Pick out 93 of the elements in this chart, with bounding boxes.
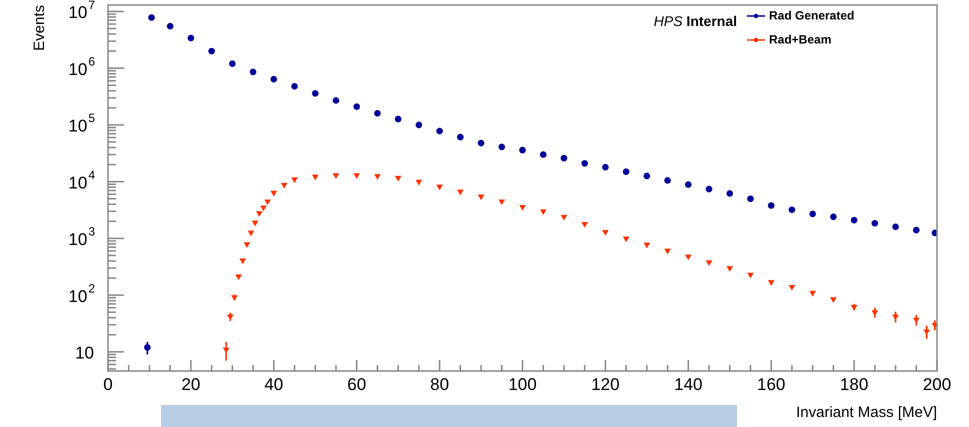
point xyxy=(664,177,671,184)
point xyxy=(208,48,215,54)
point xyxy=(768,280,774,286)
point xyxy=(312,90,319,97)
point xyxy=(498,199,505,205)
point xyxy=(416,122,422,128)
point xyxy=(354,173,360,178)
point xyxy=(850,216,858,224)
x-tick-label: 60 xyxy=(347,375,366,394)
point xyxy=(892,224,899,230)
legend-label: Rad Generated xyxy=(769,8,854,22)
point xyxy=(932,230,937,236)
point xyxy=(810,290,816,296)
point xyxy=(374,174,380,180)
point xyxy=(281,182,288,188)
point xyxy=(788,206,796,214)
y-axis-title: Events xyxy=(31,5,48,51)
point xyxy=(240,258,246,264)
point xyxy=(540,151,547,158)
point xyxy=(872,220,878,227)
point xyxy=(519,146,526,154)
point xyxy=(520,204,526,210)
point xyxy=(291,82,298,90)
point xyxy=(312,174,318,180)
x-tick-label: 160 xyxy=(757,375,786,394)
point xyxy=(244,242,250,248)
point xyxy=(830,214,837,220)
x-tick-label: 0 xyxy=(103,375,113,394)
point xyxy=(768,202,774,209)
point xyxy=(726,266,733,272)
point xyxy=(602,164,609,170)
point xyxy=(706,260,712,266)
x-tick-label: 140 xyxy=(674,375,702,394)
x-axis-title: Invariant Mass [MeV] xyxy=(796,404,937,422)
point xyxy=(395,176,402,182)
point xyxy=(236,274,242,280)
x-tick-label: 100 xyxy=(508,375,537,394)
point xyxy=(809,210,816,218)
point xyxy=(912,226,920,234)
legend-label: Rad+Beam xyxy=(769,32,832,46)
point xyxy=(260,206,266,211)
point xyxy=(250,68,256,76)
point xyxy=(685,254,692,260)
point xyxy=(436,128,443,134)
point xyxy=(478,140,484,146)
point xyxy=(353,103,360,110)
point xyxy=(664,248,670,254)
point xyxy=(416,180,422,185)
point xyxy=(333,173,339,178)
point xyxy=(292,177,298,183)
annotation: HPS Internal xyxy=(654,12,738,29)
x-tick-label: 120 xyxy=(591,375,620,394)
point xyxy=(478,194,484,200)
point xyxy=(748,272,754,278)
point xyxy=(457,134,464,140)
point xyxy=(623,236,630,242)
point xyxy=(332,97,340,104)
point xyxy=(436,184,443,190)
point xyxy=(148,14,155,21)
y-tick-label: 10 xyxy=(75,344,94,363)
point xyxy=(602,230,608,236)
point xyxy=(270,190,277,196)
point xyxy=(166,22,174,30)
point xyxy=(830,297,836,302)
point xyxy=(726,190,734,197)
point xyxy=(540,209,546,215)
point xyxy=(394,116,402,122)
point xyxy=(706,186,712,192)
point xyxy=(582,222,588,228)
point xyxy=(685,181,692,188)
point xyxy=(561,214,567,220)
x-tick-label: 180 xyxy=(840,375,868,394)
point xyxy=(252,220,258,226)
point xyxy=(457,190,464,195)
point xyxy=(622,168,630,175)
point xyxy=(747,195,754,202)
point xyxy=(248,230,254,236)
point xyxy=(644,242,650,248)
point xyxy=(188,34,194,42)
x-tick-label: 80 xyxy=(430,375,450,394)
x-tick-label: 20 xyxy=(181,375,200,394)
point xyxy=(560,154,568,162)
point xyxy=(644,172,650,180)
point xyxy=(264,199,271,205)
point xyxy=(229,60,236,68)
point xyxy=(789,284,795,290)
point xyxy=(374,110,381,117)
point xyxy=(498,144,506,150)
point xyxy=(256,211,262,216)
x-tick-label: 40 xyxy=(264,375,284,394)
point xyxy=(581,160,588,167)
x-tick-label: 200 xyxy=(922,375,952,394)
point xyxy=(270,76,278,82)
